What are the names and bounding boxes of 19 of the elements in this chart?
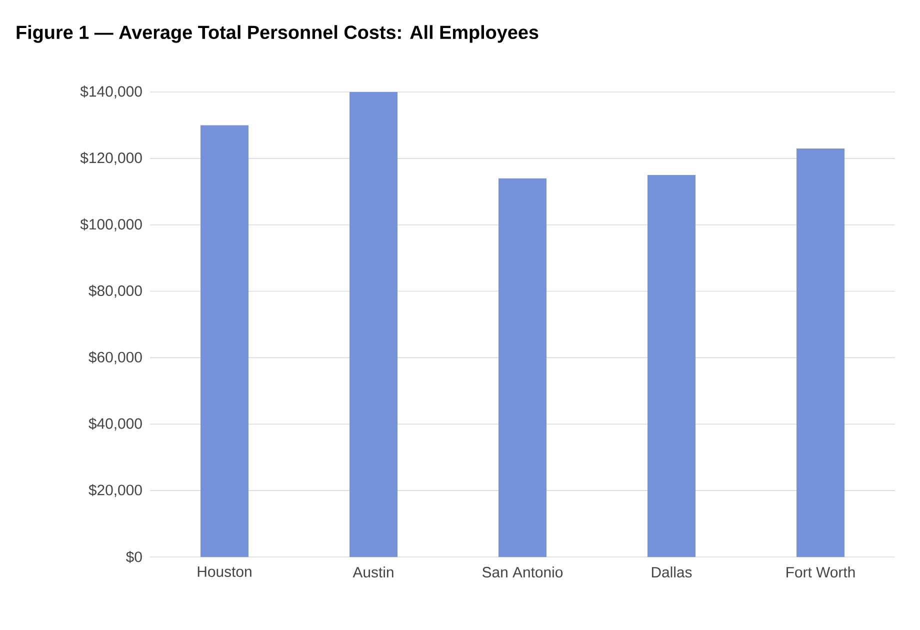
bar: [648, 175, 696, 557]
y-tick-label: $120,000: [80, 152, 142, 165]
x-tick-label: Fort Worth: [786, 566, 855, 578]
bar: [796, 148, 845, 557]
bar: [350, 92, 398, 557]
y-tick-label: $80,000: [88, 284, 142, 298]
bar: [498, 178, 547, 557]
y-tick-label: $140,000: [80, 86, 142, 98]
x-tick-label: San Antonio: [482, 566, 563, 578]
bar: [200, 125, 248, 557]
y-tick-label: $100,000: [80, 218, 142, 232]
x-tick-label: Dallas: [652, 566, 692, 578]
y-tick-label: $0: [126, 550, 142, 564]
chart-title: Figure 1 — Average Total Personnel Costs: All Employees: [16, 25, 538, 43]
x-tick-label: Houston: [198, 566, 252, 577]
y-tick-label: $20,000: [88, 484, 142, 498]
y-tick-label: $40,000: [88, 418, 142, 431]
y-tick-label: $60,000: [88, 351, 142, 364]
x-tick-label: Austin: [352, 566, 394, 578]
